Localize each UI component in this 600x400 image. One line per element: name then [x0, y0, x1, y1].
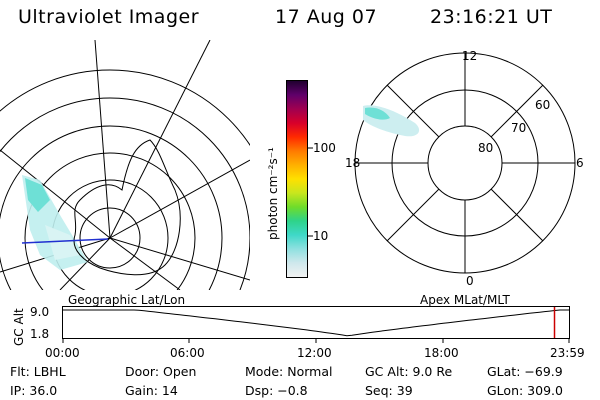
mlat-label-60: 60 — [535, 98, 550, 112]
mlat-label-80: 80 — [478, 141, 493, 155]
lat-circle — [0, 69, 250, 147]
geographic-map — [0, 40, 250, 290]
info-gain: Gain: 14 — [125, 383, 178, 398]
mlt-diag — [490, 84, 544, 138]
info-glat: GLat: −69.9 — [487, 364, 563, 379]
meridian — [109, 237, 250, 281]
meridian — [109, 159, 250, 239]
info-ip: IP: 36.0 — [10, 383, 58, 398]
time-label: 23:16:21 UT — [430, 6, 553, 28]
info-mode: Mode: Normal — [245, 364, 333, 379]
lat-circle — [0, 125, 223, 290]
lat-circle — [0, 97, 250, 290]
info-dsp: Dsp: −0.8 — [245, 383, 308, 398]
magnetic-polar-plot: 12 18 6 0 60 70 80 — [345, 49, 584, 288]
aurora-emission-left — [22, 175, 88, 270]
mlat-circle-80 — [427, 125, 503, 201]
altitude-ytick-9: 9.0 — [30, 305, 50, 319]
altitude-plot — [62, 306, 570, 343]
xtick-2359: 23:59 — [550, 346, 585, 360]
lat-circle — [79, 207, 141, 269]
xtick-1800: 18:00 — [424, 346, 459, 360]
altitude-ytick-1-8: 1.8 — [30, 327, 50, 341]
colorbar — [286, 80, 308, 278]
meridian — [59, 237, 111, 290]
colorbar-gradient — [287, 81, 307, 277]
altitude-curve — [63, 309, 570, 337]
mlt-diag — [386, 188, 440, 242]
antarctica-coastline — [73, 139, 181, 276]
xtick-0000: 00:00 — [45, 346, 80, 360]
info-seq: Seq: 39 — [365, 383, 413, 398]
mlt-diag — [386, 84, 440, 138]
info-gc-alt: GC Alt: 9.0 Re — [365, 364, 453, 379]
colorbar-tick-10: 10 — [313, 229, 329, 243]
altitude-plot-frame — [62, 306, 570, 339]
mlt-label-18: 18 — [345, 156, 360, 170]
xtick-0600: 06:00 — [170, 346, 205, 360]
info-door: Door: Open — [125, 364, 197, 379]
meridian — [109, 237, 181, 290]
colorbar-ticks — [308, 147, 313, 237]
meridian — [109, 40, 211, 239]
meridian — [94, 40, 111, 239]
instrument-title: Ultraviolet Imager — [18, 6, 200, 28]
mlt-diag — [490, 188, 544, 242]
info-glon: GLon: 309.0 — [487, 383, 563, 398]
right-map-label: Apex MLat/MLT — [420, 293, 510, 307]
altitude-ylabel: GC Alt — [12, 308, 26, 346]
colorbar-label: photon cm⁻²s⁻¹ — [266, 147, 280, 240]
mlt-label-0: 0 — [466, 274, 474, 288]
info-flt: Flt: LBHL — [10, 364, 66, 379]
mlt-label-12: 12 — [462, 49, 477, 63]
meridian — [0, 149, 111, 239]
date-label: 17 Aug 07 — [275, 6, 378, 28]
terminator-line — [21, 238, 109, 244]
colorbar-tick-100: 100 — [313, 141, 336, 155]
mlat-label-70: 70 — [511, 121, 526, 135]
aurora-emission-right — [363, 105, 420, 137]
lat-circle — [24, 152, 196, 290]
left-map-label: Geographic Lat/Lon — [68, 293, 186, 307]
mlt-label-6: 6 — [576, 156, 584, 170]
xtick-1200: 12:00 — [297, 346, 332, 360]
